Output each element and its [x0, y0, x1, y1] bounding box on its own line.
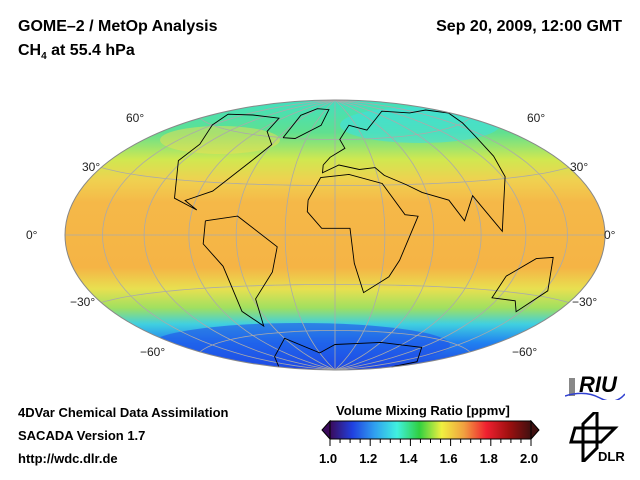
colorbar-gradient: [329, 420, 532, 440]
riu-logo: RIU: [565, 372, 625, 400]
coastline-antarctica: [274, 337, 423, 368]
lat-label-left-30: 30°: [82, 160, 101, 174]
lat-label-left-60: 60°: [126, 111, 145, 125]
lat-label-right-60: 60°: [527, 111, 546, 125]
footer-line2: SACADA Version 1.7: [18, 428, 146, 443]
colorbar-tick-label: 1.2: [359, 451, 378, 466]
colorbar-tick-label: 1.8: [479, 451, 498, 466]
coastlines: [174, 108, 554, 368]
lat-label-right-m30: −30°: [572, 295, 598, 309]
level: at 55.4 hPa: [46, 42, 135, 59]
species-level: CH4 at 55.4 hPa: [18, 42, 135, 62]
coastline-eurasia: [321, 109, 506, 233]
map-border: [64, 99, 606, 371]
lat-label-right-m60: −60°: [512, 345, 538, 359]
datetime: Sep 20, 2009, 12:00 GMT: [436, 18, 622, 35]
footer-url[interactable]: http://wdc.dlr.de: [18, 451, 118, 466]
parallel: [199, 330, 471, 353]
lat-label-left-m30: −30°: [70, 295, 96, 309]
footer-line1: 4DVar Chemical Data Assimilation: [18, 405, 229, 420]
parallel: [101, 167, 569, 186]
coastline-south-america: [202, 215, 278, 328]
lat-label-right-30: 30°: [570, 160, 589, 174]
coastline-north-america: [174, 113, 280, 211]
riu-logo-text: RIU: [579, 372, 617, 397]
coastline-australia: [491, 256, 554, 313]
parallel: [199, 117, 471, 140]
colorbar-high-arrow: [530, 420, 540, 441]
species-subscript: 4: [41, 51, 47, 63]
coastline-greenland: [282, 108, 330, 139]
lat-label-left-0: 0°: [26, 228, 38, 242]
species: CH: [18, 42, 42, 59]
coastline-africa: [306, 173, 419, 294]
colorbar-tick-label: 1.6: [439, 451, 458, 466]
title: GOME–2 / MetOp Analysis: [18, 18, 218, 35]
graticule: [65, 99, 605, 371]
colorbar-tick-label: 2.0: [520, 451, 539, 466]
lat-label-left-m60: −60°: [140, 345, 166, 359]
colorbar-low-arrow: [321, 420, 331, 441]
dlr-logo-icon: [569, 412, 619, 462]
dlr-logo-text: DLR: [598, 449, 625, 464]
colorbar-title: Volume Mixing Ratio [ppmv]: [336, 403, 510, 418]
lat-label-right-0: 0°: [604, 228, 616, 242]
parallel: [101, 284, 569, 303]
colorbar-tick-label: 1.4: [399, 451, 418, 466]
tower-icon: [569, 378, 575, 396]
colorbar: [321, 420, 540, 446]
colorbar-tick-label: 1.0: [319, 451, 338, 466]
